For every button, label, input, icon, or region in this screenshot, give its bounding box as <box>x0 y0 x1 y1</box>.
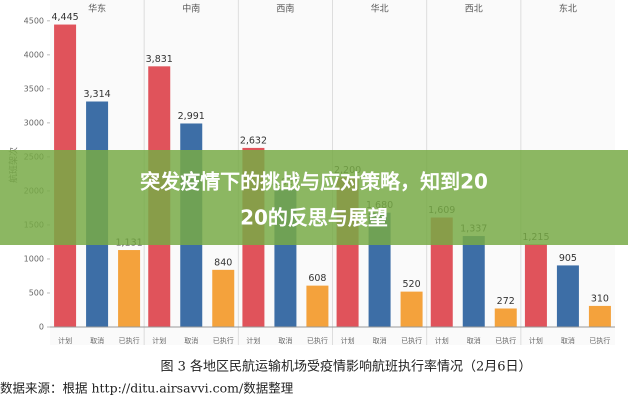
y-tick-label: 4500 <box>24 16 44 25</box>
bar <box>306 285 329 327</box>
bar-category: 已执行 <box>589 336 610 345</box>
y-tick-label: 3000 <box>24 118 44 127</box>
bar <box>556 265 579 327</box>
bar-category: 已执行 <box>495 336 516 345</box>
y-tick-label: 3500 <box>24 84 44 93</box>
banner-text: 20的反思与展望 <box>240 206 388 230</box>
y-tick-label: 500 <box>29 288 44 297</box>
bar-category: 取消 <box>90 336 104 345</box>
bar-category: 取消 <box>467 336 481 345</box>
value-label: 520 <box>403 279 421 290</box>
value-label: 2,632 <box>240 135 267 146</box>
value-label: 4,445 <box>51 12 78 23</box>
value-label: 840 <box>214 257 232 268</box>
source: 数据来源：根据 http://ditu.airsavvi.com/数据整理 <box>0 381 294 396</box>
region-label: 东北 <box>559 3 577 15</box>
bar-category: 取消 <box>373 336 387 345</box>
region-label: 华东 <box>88 3 106 15</box>
bar <box>494 308 517 327</box>
y-tick-label: 1000 <box>24 254 44 263</box>
bar-category: 已执行 <box>119 336 140 345</box>
value-label: 3,831 <box>146 54 173 65</box>
value-label: 310 <box>591 293 609 304</box>
bar-category: 计划 <box>152 336 166 345</box>
region-label: 西北 <box>465 4 483 15</box>
value-label: 272 <box>497 296 515 307</box>
region-label: 华北 <box>371 3 389 15</box>
banner-text: 突发疫情下的挑战与应对策略，知到20 <box>140 170 488 194</box>
y-tick-label: 0 <box>39 323 44 332</box>
bar <box>524 244 547 327</box>
bar-category: 取消 <box>184 336 198 345</box>
bar-category: 计划 <box>529 336 543 345</box>
bar-category: 已执行 <box>307 336 328 345</box>
caption: 图 3 各地区民航运输机场受疫情影响航班执行率情况（2月6日） <box>160 359 531 375</box>
bar <box>462 236 485 327</box>
bar-category: 取消 <box>278 336 292 345</box>
value-label: 608 <box>308 273 326 284</box>
y-tick-label: 4000 <box>24 50 44 59</box>
bar <box>588 305 611 327</box>
region-label: 中南 <box>182 3 200 15</box>
bar-category: 计划 <box>246 336 260 345</box>
region-label: 西南 <box>276 3 294 15</box>
bar-category: 计划 <box>58 336 72 345</box>
bar-category: 计划 <box>341 336 355 345</box>
bar-category: 已执行 <box>401 336 422 345</box>
bar-category: 取消 <box>561 336 575 345</box>
value-label: 3,314 <box>83 89 110 100</box>
value-label: 905 <box>559 253 577 264</box>
bar-category: 已执行 <box>213 336 234 345</box>
bar <box>400 291 423 327</box>
banner <box>0 150 628 245</box>
bar-category: 计划 <box>435 336 449 345</box>
bar <box>118 250 141 327</box>
value-label: 2,991 <box>178 111 205 122</box>
bar <box>212 269 235 327</box>
